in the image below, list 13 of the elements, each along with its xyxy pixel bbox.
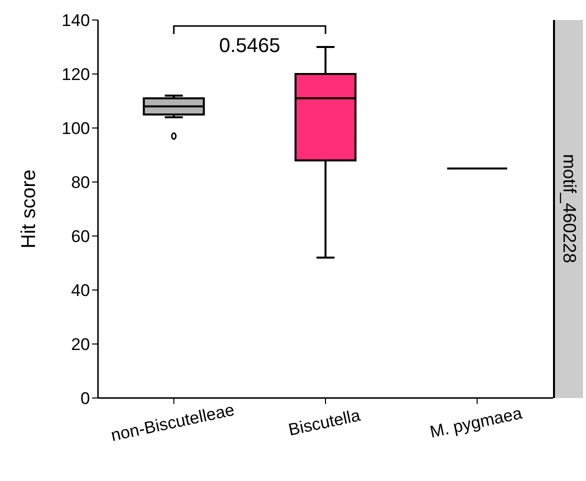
y-tick-label: 60 (71, 227, 90, 246)
y-tick-label: 40 (71, 281, 90, 300)
y-tick-label: 0 (80, 389, 90, 408)
x-tick-label: M. pygmaea (428, 403, 524, 442)
y-tick-label: 20 (71, 335, 90, 354)
y-tick-label: 140 (62, 11, 90, 30)
y-axis-title: Hit score (18, 170, 40, 248)
y-tick-label: 120 (62, 65, 90, 84)
y-tick-label: 100 (62, 119, 90, 138)
y-tick-label: 80 (71, 173, 90, 192)
text: motif_460228 (558, 154, 580, 264)
x-tick-label: Biscutella (286, 406, 362, 440)
annotation: 0.5465 (219, 35, 280, 57)
